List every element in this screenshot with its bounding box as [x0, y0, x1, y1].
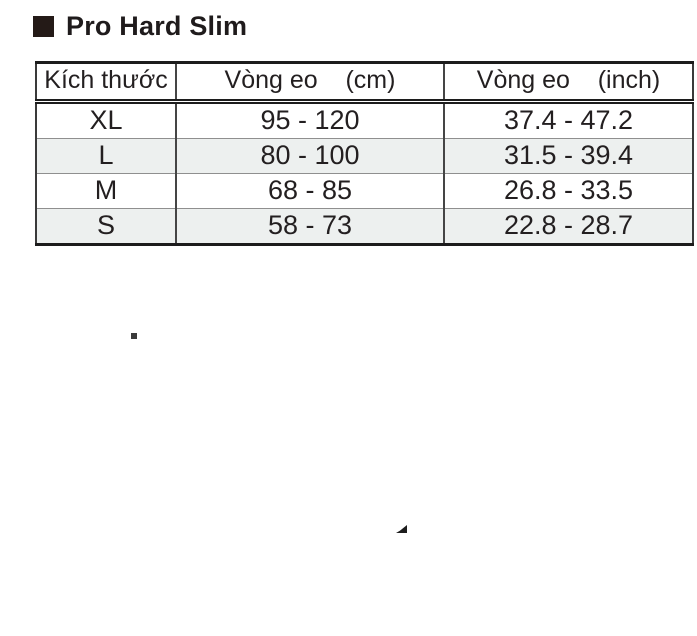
ink-speck-icon [396, 525, 407, 533]
size-cell: XL [36, 101, 176, 139]
column-header-size: Kích thước [36, 62, 176, 104]
waist-cm-cell: 95 - 120 [175, 101, 444, 139]
column-header-waist-inch: Vòng eo (inch) [443, 62, 693, 104]
page-title-text: Pro Hard Slim [66, 11, 248, 41]
square-bullet-icon [33, 16, 54, 37]
column-header-waist-cm: Vòng eo (cm) [175, 62, 444, 104]
waist-inch-cell: 26.8 - 33.5 [443, 173, 693, 209]
size-cell: S [36, 208, 176, 245]
table-row: L 80 - 100 31.5 - 39.4 [36, 138, 693, 174]
waist-inch-cell: 37.4 - 47.2 [443, 101, 693, 139]
page-title: Pro Hard Slim [33, 11, 247, 42]
waist-inch-cell: 31.5 - 39.4 [443, 138, 693, 174]
ink-speck-icon [131, 333, 137, 339]
table-row: M 68 - 85 26.8 - 33.5 [36, 173, 693, 209]
table-row: XL 95 - 120 37.4 - 47.2 [36, 101, 693, 139]
table-row: S 58 - 73 22.8 - 28.7 [36, 208, 693, 245]
size-cell: L [36, 138, 176, 174]
waist-inch-cell: 22.8 - 28.7 [443, 208, 693, 245]
size-table: Kích thước Vòng eo (cm) Vòng eo (inch) X… [35, 61, 694, 246]
size-cell: M [36, 173, 176, 209]
waist-cm-cell: 80 - 100 [175, 138, 444, 174]
waist-cm-cell: 68 - 85 [175, 173, 444, 209]
waist-cm-cell: 58 - 73 [175, 208, 444, 245]
header-row: Kích thước Vòng eo (cm) Vòng eo (inch) [36, 62, 693, 104]
size-chart: Kích thước Vòng eo (cm) Vòng eo (inch) X… [35, 61, 694, 246]
